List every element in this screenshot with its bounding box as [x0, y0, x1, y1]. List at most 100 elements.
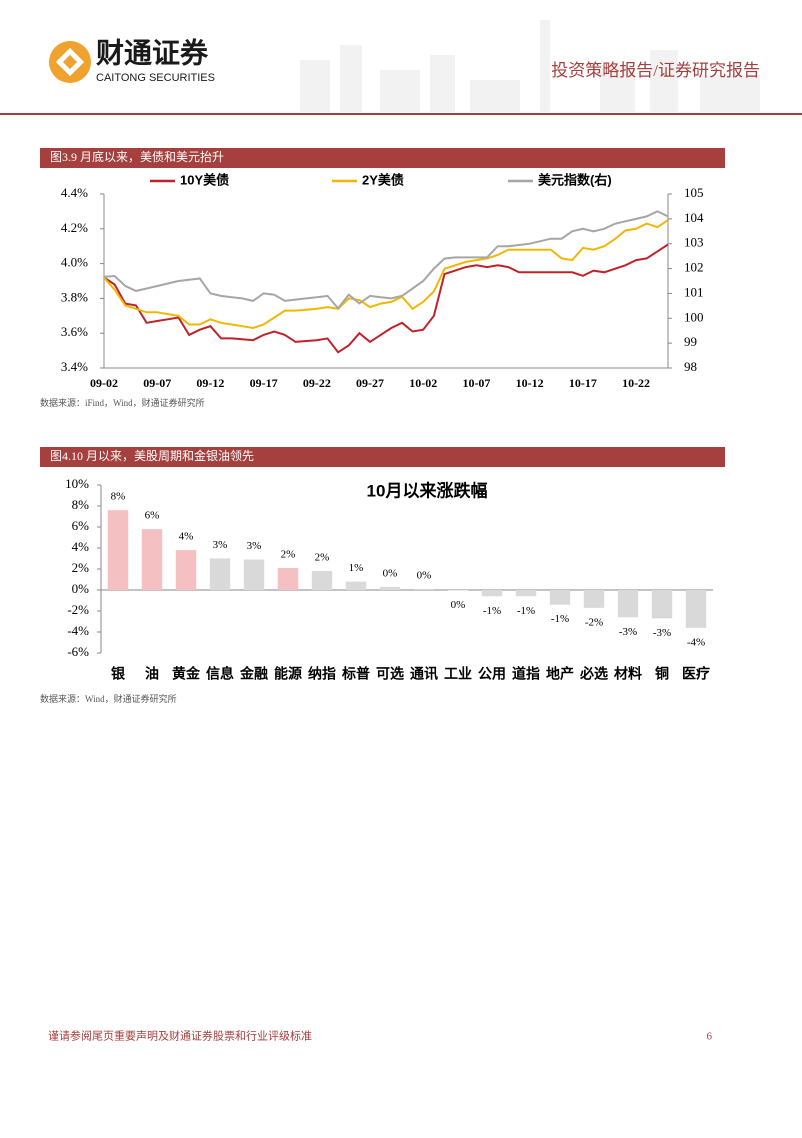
x-tick-label: 09-12: [196, 376, 224, 390]
legend-label: 2Y美债: [362, 172, 404, 187]
x-tick-label: 10-17: [569, 376, 597, 390]
y-tick-label: 6%: [72, 518, 90, 533]
series-line: [103, 243, 669, 354]
y-tick-label: 3.6%: [61, 324, 88, 339]
value-label: 0%: [383, 567, 398, 579]
x-tick-label: 09-07: [143, 376, 171, 390]
bar: [617, 590, 639, 618]
x-tick-label: 铜: [655, 666, 669, 682]
figure-bar: [40, 148, 725, 168]
value-label: -2%: [585, 616, 603, 628]
x-tick-label: 10-12: [516, 376, 544, 390]
y2-tick-label: 103: [684, 235, 704, 250]
bar: [141, 529, 163, 590]
x-tick-label: 09-02: [90, 376, 118, 390]
y-tick-label: 3.8%: [61, 289, 88, 304]
y2-tick-label: 104: [684, 210, 704, 225]
bar: [243, 559, 265, 590]
y2-tick-label: 99: [684, 334, 697, 349]
y2-tick-label: 100: [684, 309, 704, 324]
x-tick-label: 医疗: [682, 666, 710, 682]
figure-source: 数据来源：Wind，财通证券研究所: [40, 693, 177, 704]
series-line: [103, 219, 669, 330]
value-label: -1%: [517, 605, 535, 617]
skyline: [300, 20, 760, 112]
header-rule: [0, 113, 802, 115]
figure-caption: 图4.10 月以来，美股周期和金银油领先: [50, 448, 254, 463]
y-tick-label: 4.4%: [61, 185, 88, 200]
value-label: 3%: [213, 539, 228, 551]
value-label: -3%: [619, 626, 637, 638]
x-tick-label: 必选: [579, 666, 608, 682]
x-tick-label: 金融: [239, 666, 268, 682]
y2-tick-label: 105: [684, 185, 704, 200]
x-tick-label: 信息: [206, 666, 234, 682]
x-tick-label: 黄金: [172, 666, 201, 682]
bar: [515, 590, 537, 597]
x-tick-label: 地产: [546, 666, 574, 682]
y2-tick-label: 102: [684, 260, 704, 275]
x-tick-label: 油: [145, 666, 159, 682]
bar: [549, 590, 571, 605]
x-tick-label: 09-17: [250, 376, 278, 390]
value-label: 3%: [247, 540, 262, 552]
bar: [447, 590, 469, 591]
logo-icon: [49, 41, 91, 83]
value-label: 4%: [179, 531, 194, 543]
bar: [277, 567, 299, 590]
bar: [175, 550, 197, 590]
x-tick-label: 纳指: [308, 666, 336, 682]
x-tick-label: 09-22: [303, 376, 331, 390]
x-tick-label: 10-22: [622, 376, 650, 390]
bar: [345, 581, 367, 590]
bar: [685, 590, 707, 628]
x-tick-label: 能源: [274, 666, 302, 682]
y-tick-label: -4%: [67, 623, 89, 638]
value-label: 2%: [315, 552, 330, 564]
figure-bar: [40, 447, 725, 467]
value-label: 6%: [145, 510, 160, 522]
bar: [311, 571, 333, 590]
value-label: -1%: [483, 605, 501, 617]
chart-title: 10月以来涨跌幅: [367, 480, 488, 500]
y-tick-label: 0%: [72, 581, 90, 596]
y-tick-label: 4.2%: [61, 220, 88, 235]
bar: [651, 590, 673, 619]
bar: [379, 586, 401, 590]
report-type: 投资策略报告/证券研究报告: [551, 61, 760, 80]
y-tick-label: -6%: [67, 644, 89, 659]
value-label: 0%: [417, 569, 432, 581]
value-label: -4%: [687, 636, 705, 648]
x-tick-label: 工业: [444, 666, 472, 682]
x-tick-label: 10-02: [409, 376, 437, 390]
x-tick-label: 公用: [478, 666, 506, 682]
y-tick-label: 3.4%: [61, 359, 88, 374]
legend-label: 10Y美债: [180, 172, 229, 187]
x-tick-label: 通讯: [410, 666, 438, 682]
logo-cn: 财通证券: [96, 37, 209, 68]
x-tick-label: 材料: [614, 666, 642, 682]
logo-en: CAITONG SECURITIES: [96, 72, 215, 84]
x-tick-label: 标普: [341, 666, 370, 682]
footer-disclaimer: 谨请参阅尾页重要声明及财通证券股票和行业评级标准: [48, 1029, 312, 1043]
series-line: [103, 210, 669, 310]
value-label: 0%: [451, 599, 466, 611]
x-tick-label: 可选: [376, 666, 404, 682]
value-label: 8%: [111, 491, 126, 503]
y-tick-label: 2%: [72, 560, 90, 575]
value-label: -3%: [653, 627, 671, 639]
figure-caption: 图3.9 月底以来，美债和美元抬升: [50, 149, 224, 164]
x-tick-label: 10-07: [462, 376, 490, 390]
y-tick-label: 4%: [72, 539, 90, 554]
bar: [413, 588, 435, 590]
x-tick-label: 银: [111, 666, 126, 682]
y-tick-label: 4.0%: [61, 255, 88, 270]
bar: [481, 590, 503, 597]
x-tick-label: 09-27: [356, 376, 384, 390]
x-tick-label: 道指: [512, 666, 540, 682]
y-tick-label: 10%: [65, 476, 89, 491]
bar: [583, 590, 605, 608]
y-tick-label: -2%: [67, 602, 89, 617]
value-label: -1%: [551, 613, 569, 625]
